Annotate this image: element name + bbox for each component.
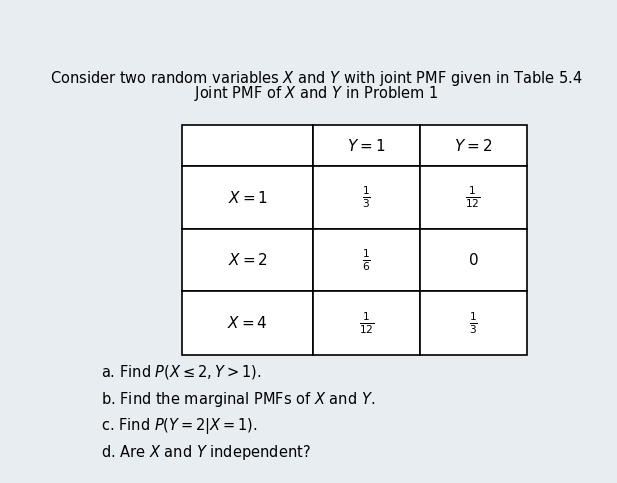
Text: $X = 4$: $X = 4$ bbox=[228, 315, 268, 331]
Bar bbox=[313, 125, 420, 167]
Text: a. Find $P(X \leq 2, Y > 1)$.: a. Find $P(X \leq 2, Y > 1)$. bbox=[101, 363, 261, 381]
Bar bbox=[183, 125, 313, 167]
Bar bbox=[313, 291, 420, 355]
Bar bbox=[420, 167, 527, 228]
Text: $\frac{1}{6}$: $\frac{1}{6}$ bbox=[362, 247, 371, 272]
Bar bbox=[313, 167, 420, 228]
Text: d. Are $X$ and $Y$ independent?: d. Are $X$ and $Y$ independent? bbox=[101, 443, 311, 462]
Text: $\frac{1}{12}$: $\frac{1}{12}$ bbox=[465, 185, 481, 210]
Text: $Y = 2$: $Y = 2$ bbox=[454, 138, 492, 154]
Text: $X = 1$: $X = 1$ bbox=[228, 189, 268, 206]
Text: Joint PMF of $X$ and $Y$ in Problem 1: Joint PMF of $X$ and $Y$ in Problem 1 bbox=[194, 84, 438, 103]
Bar bbox=[420, 228, 527, 291]
Bar bbox=[420, 291, 527, 355]
Text: Consider two random variables $X$ and $Y$ with joint PMF given in Table 5.4: Consider two random variables $X$ and $Y… bbox=[50, 69, 582, 88]
Text: b. Find the marginal PMFs of $X$ and $Y$.: b. Find the marginal PMFs of $X$ and $Y$… bbox=[101, 389, 375, 409]
Bar bbox=[183, 291, 313, 355]
Text: $\frac{1}{12}$: $\frac{1}{12}$ bbox=[358, 311, 375, 336]
Bar bbox=[183, 228, 313, 291]
Bar bbox=[183, 167, 313, 228]
Text: c. Find $P(Y = 2|X = 1)$.: c. Find $P(Y = 2|X = 1)$. bbox=[101, 416, 258, 436]
Text: $X = 2$: $X = 2$ bbox=[228, 252, 268, 268]
Text: $\frac{1}{3}$: $\frac{1}{3}$ bbox=[362, 185, 371, 210]
Bar bbox=[420, 125, 527, 167]
Text: $\frac{1}{3}$: $\frac{1}{3}$ bbox=[469, 311, 478, 336]
Text: $Y = 1$: $Y = 1$ bbox=[347, 138, 386, 154]
Text: $0$: $0$ bbox=[468, 252, 479, 268]
Bar bbox=[313, 228, 420, 291]
